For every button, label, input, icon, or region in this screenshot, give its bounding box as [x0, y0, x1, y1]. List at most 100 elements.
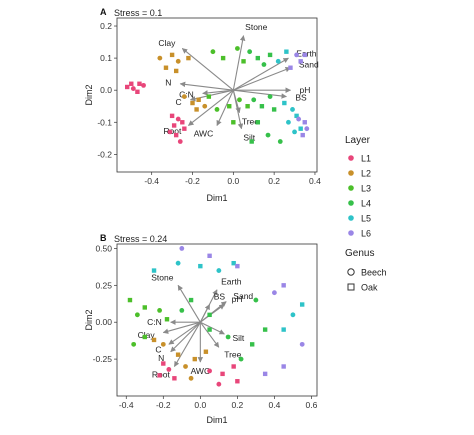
vector-arrow-silt	[200, 321, 225, 335]
data-point-l3	[134, 312, 140, 318]
data-point-l1	[235, 379, 240, 384]
data-point-l1	[173, 132, 179, 138]
legend-swatch-oak	[347, 283, 355, 291]
x-tick-label: 0.2	[231, 400, 243, 410]
data-point-l2	[183, 364, 188, 369]
data-point-l3	[210, 49, 216, 55]
data-point-l4	[262, 327, 268, 332]
vector-label-bs: BS	[295, 93, 307, 103]
data-point-l3	[214, 107, 220, 112]
data-point-l6	[281, 283, 286, 288]
data-point-l1	[171, 123, 177, 128]
data-point-l4	[261, 62, 267, 67]
data-point-l1	[166, 367, 172, 372]
vector-label-silt: Silt	[243, 132, 255, 142]
data-point-l2	[203, 349, 209, 354]
data-point-l4	[255, 55, 261, 61]
data-point-l3	[131, 341, 137, 347]
x-tick-label: 0.0	[227, 176, 239, 186]
vector-arrow-tree	[199, 321, 220, 348]
data-point-l4	[267, 94, 273, 100]
panel-b-plot-area	[116, 243, 318, 397]
data-point-l3	[164, 317, 170, 322]
data-point-l6	[262, 371, 268, 377]
data-point-l5	[286, 119, 291, 125]
data-point-l6	[302, 52, 307, 58]
data-point-l6	[272, 290, 277, 296]
data-point-l2	[160, 341, 166, 347]
panel-a-y-axis: -0.2 -0.1 0.0 0.1 0.2	[97, 21, 117, 159]
data-point-l3	[142, 334, 147, 340]
data-point-l6	[179, 246, 185, 251]
data-point-l1	[231, 364, 236, 369]
data-point-l1	[135, 89, 140, 94]
data-point-l1	[141, 82, 146, 88]
data-point-l1	[129, 81, 134, 86]
legend-label-l5: L5	[361, 214, 371, 224]
vector-label-tree: Tree	[224, 350, 241, 360]
x-tick-label: -0.2	[156, 400, 171, 410]
data-point-l4	[249, 342, 255, 347]
panel-a-plot-area	[116, 17, 318, 173]
vector-arrow-root	[187, 89, 234, 126]
y-tick-label: 0.2	[100, 21, 112, 31]
data-point-l6	[235, 263, 240, 269]
vector-arrow-c	[168, 321, 201, 345]
data-point-l1	[130, 86, 136, 91]
data-point-l6	[299, 341, 305, 347]
panel-a-vectors: ClayStoneEarthSandNC:NCpHBSTreeAWCSiltRo…	[158, 22, 319, 143]
data-point-l4	[238, 356, 244, 362]
data-point-l5	[275, 58, 281, 64]
legend-label-oak: Oak	[361, 283, 378, 293]
legend-layer-title: Layer	[345, 135, 371, 146]
data-point-l3	[127, 297, 133, 303]
data-point-l5	[290, 107, 295, 112]
legend-swatch-l6	[348, 230, 354, 236]
data-point-l4	[247, 49, 253, 55]
data-point-l3	[220, 55, 226, 61]
legend-swatch-beech	[347, 268, 355, 276]
legend-label-beech: Beech	[361, 268, 387, 278]
data-point-l5	[299, 302, 305, 307]
data-point-l2	[202, 103, 208, 109]
legend-label-l2: L2	[361, 169, 371, 179]
vector-label-cn: C:N	[179, 89, 194, 99]
y-tick-label: 0.25	[95, 280, 112, 290]
data-point-l2	[190, 100, 195, 106]
data-point-l4	[253, 297, 259, 303]
vector-label-c: C	[176, 97, 182, 107]
x-tick-label: 0.0	[194, 400, 206, 410]
y-tick-label: 0.00	[95, 317, 112, 327]
vector-label-awc: AWC	[194, 129, 214, 139]
data-point-l3	[227, 104, 232, 109]
data-point-l6	[207, 253, 212, 259]
data-point-l4	[255, 120, 261, 125]
data-point-l4	[207, 327, 212, 332]
data-point-l1	[137, 81, 142, 86]
panel-a-x-axis: -0.4 -0.2 0.0 0.2 0.4	[144, 172, 321, 186]
data-point-l6	[302, 120, 307, 125]
data-point-l5	[281, 327, 286, 332]
vector-arrow-n	[179, 81, 234, 91]
vector-arrow-silt	[232, 90, 244, 130]
x-tick-label: -0.4	[144, 176, 159, 186]
data-point-l2	[175, 58, 181, 64]
data-point-l1	[180, 120, 185, 125]
legend-label-l6: L6	[361, 229, 371, 239]
legend-swatch-l4	[348, 200, 354, 206]
vector-label-tree: Tree	[242, 116, 259, 126]
data-point-l2	[169, 52, 175, 58]
vector-arrow-sand	[233, 66, 291, 91]
vector-label-stone: Stone	[245, 22, 267, 32]
data-point-l2	[186, 55, 191, 61]
vector-label-n: N	[165, 78, 171, 88]
data-point-l2	[188, 375, 194, 381]
data-point-l1	[169, 113, 175, 119]
vector-arrow-clay	[162, 321, 201, 334]
data-point-l2	[173, 68, 179, 74]
y-tick-label: 0.50	[95, 243, 112, 253]
legend-swatch-l2	[348, 170, 354, 176]
data-point-l3	[142, 305, 147, 310]
vector-arrow-stone	[232, 35, 246, 91]
